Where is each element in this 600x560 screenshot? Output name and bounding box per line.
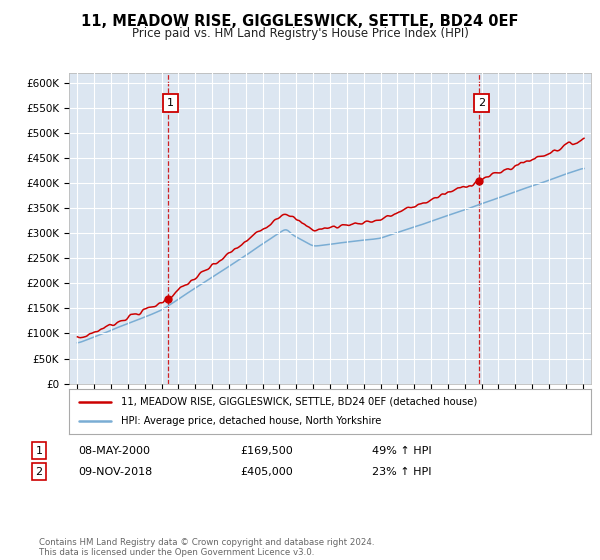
Text: 23% ↑ HPI: 23% ↑ HPI	[372, 466, 431, 477]
Text: Contains HM Land Registry data © Crown copyright and database right 2024.
This d: Contains HM Land Registry data © Crown c…	[39, 538, 374, 557]
Text: 11, MEADOW RISE, GIGGLESWICK, SETTLE, BD24 0EF (detached house): 11, MEADOW RISE, GIGGLESWICK, SETTLE, BD…	[121, 396, 478, 407]
Text: 11, MEADOW RISE, GIGGLESWICK, SETTLE, BD24 0EF: 11, MEADOW RISE, GIGGLESWICK, SETTLE, BD…	[81, 14, 519, 29]
Text: 08-MAY-2000: 08-MAY-2000	[78, 446, 150, 456]
Text: 2: 2	[478, 98, 485, 108]
Text: 1: 1	[167, 98, 174, 108]
Text: Price paid vs. HM Land Registry's House Price Index (HPI): Price paid vs. HM Land Registry's House …	[131, 27, 469, 40]
Text: 09-NOV-2018: 09-NOV-2018	[78, 466, 152, 477]
Text: £169,500: £169,500	[240, 446, 293, 456]
Text: HPI: Average price, detached house, North Yorkshire: HPI: Average price, detached house, Nort…	[121, 417, 382, 427]
Text: 49% ↑ HPI: 49% ↑ HPI	[372, 446, 431, 456]
Text: 1: 1	[35, 446, 43, 456]
Text: £405,000: £405,000	[240, 466, 293, 477]
Text: 2: 2	[35, 466, 43, 477]
